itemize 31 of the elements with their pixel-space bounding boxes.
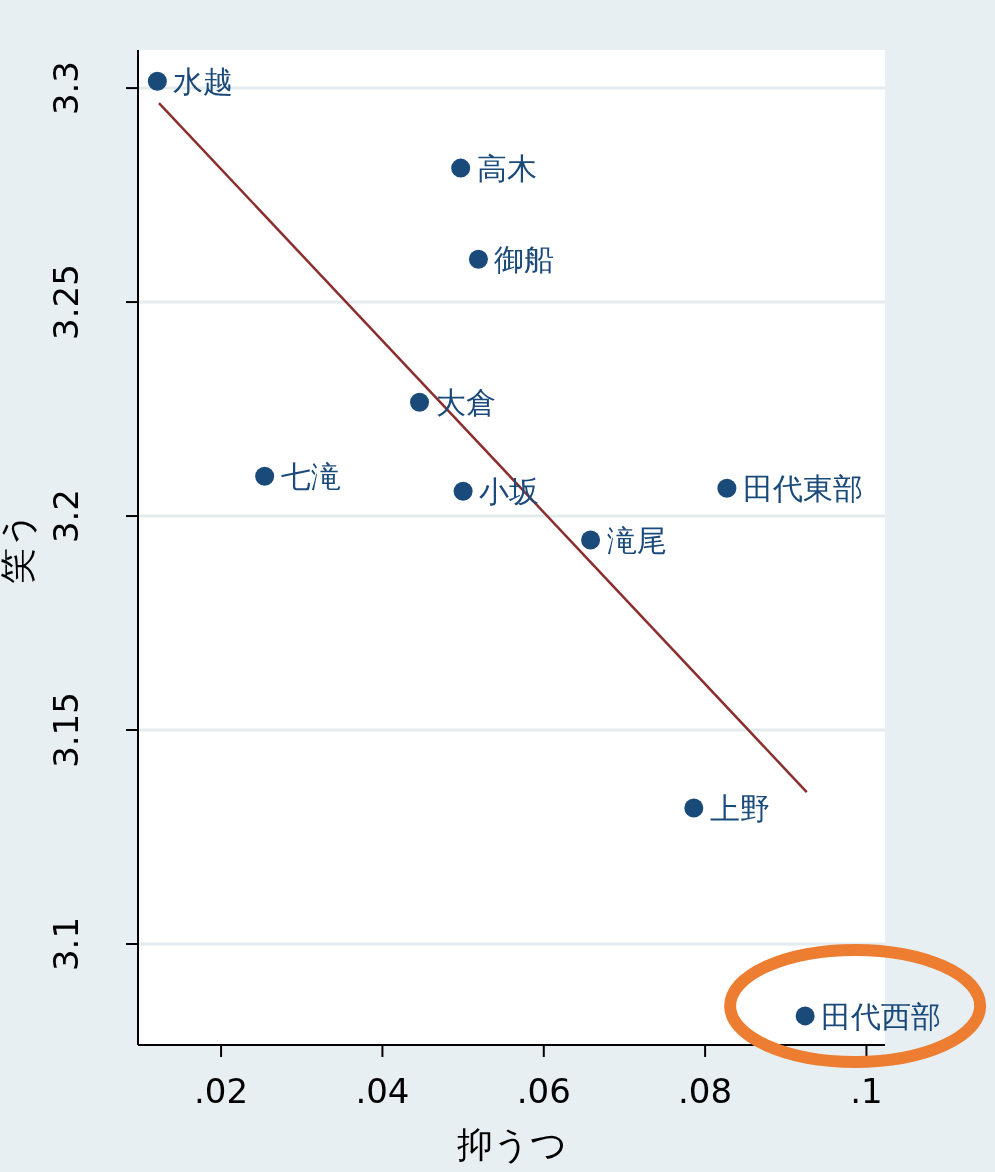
- point: [255, 466, 275, 486]
- point: [451, 158, 471, 178]
- point: [581, 530, 601, 550]
- annotation: 滝尾: [606, 523, 667, 559]
- x-tick-label: .06: [516, 1071, 571, 1111]
- point: [717, 478, 737, 498]
- y-tick-label: 3.3: [46, 61, 86, 116]
- y-tick-label: 3.2: [46, 489, 86, 544]
- y-tick-label: 3.15: [46, 692, 86, 768]
- point: [410, 392, 430, 412]
- x-tick-label: .08: [678, 1071, 733, 1111]
- point: [684, 798, 704, 818]
- annotation: 水越: [173, 64, 234, 100]
- annotation: 七滝: [280, 459, 341, 495]
- x-tick-label: .1: [850, 1071, 883, 1111]
- x-axis-title: 抑うつ: [456, 1124, 567, 1165]
- annotation: 大倉: [435, 385, 496, 421]
- annotation: 高木: [476, 151, 537, 187]
- y-tick-label: 3.1: [46, 916, 86, 972]
- point: [147, 71, 167, 91]
- annotation: 御船: [494, 242, 555, 278]
- point: [468, 249, 488, 269]
- y-axis-title: 笑う: [0, 511, 38, 584]
- annotation: 田代東部: [742, 471, 863, 507]
- annotation: 田代西部: [821, 998, 942, 1034]
- point: [795, 1006, 815, 1026]
- point: [453, 481, 473, 501]
- annotation: 上野: [709, 790, 770, 826]
- y-tick-label: 3.25: [46, 264, 86, 340]
- x-tick-label: .04: [355, 1071, 410, 1111]
- x-tick-label: .02: [194, 1071, 249, 1111]
